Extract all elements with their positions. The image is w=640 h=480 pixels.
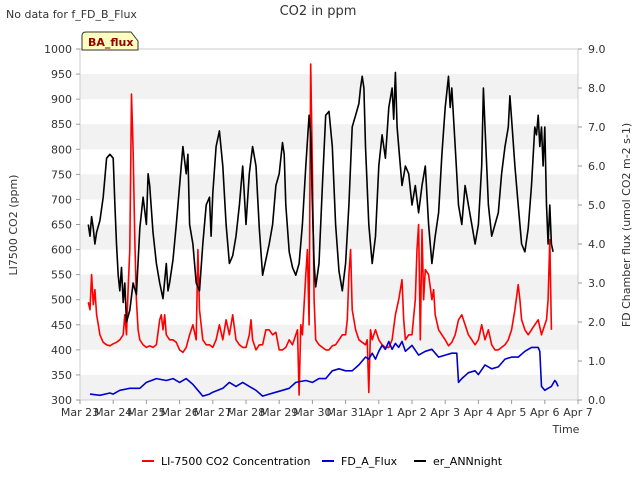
legend-label: er_ANNnight xyxy=(433,455,503,468)
y-right-tick-label: 2.0 xyxy=(588,316,606,329)
x-tick-label: Mar 23 xyxy=(61,406,99,419)
y-left-tick-label: 850 xyxy=(51,118,72,131)
y-right-tick-label: 3.0 xyxy=(588,277,606,290)
legend-label: LI-7500 CO2 Concentration xyxy=(161,455,311,468)
y-left-tick-label: 350 xyxy=(51,369,72,382)
x-tick-label: Mar 25 xyxy=(127,406,165,419)
y-right-tick-label: 0.0 xyxy=(588,394,606,407)
x-tick-label: Apr 3 xyxy=(430,406,460,419)
y-left-tick-label: 1000 xyxy=(44,43,72,56)
series-layer xyxy=(87,63,559,397)
y-axis-right-label: FD Chamber flux (umol CO2 m-2 s-1) xyxy=(620,123,633,327)
badge-shape xyxy=(81,31,139,51)
x-tick-label: Mar 31 xyxy=(326,406,364,419)
grid-band xyxy=(80,124,578,150)
y-left-tick-label: 750 xyxy=(51,168,72,181)
series-line-er-annnight xyxy=(87,71,554,323)
x-tick-label: Apr 6 xyxy=(530,406,560,419)
grid-band xyxy=(80,224,578,250)
y-left-tick-label: 450 xyxy=(51,319,72,332)
x-tick-label: Mar 30 xyxy=(293,406,331,419)
x-tick-label: Mar 26 xyxy=(160,406,198,419)
y-left-tick-label: 650 xyxy=(51,219,72,232)
y-left-tick-label: 550 xyxy=(51,269,72,282)
y-left-tick-label: 900 xyxy=(51,93,72,106)
left-axis: 300 350 400 450 500 550 600 650 700 750 800 850 900 9… xyxy=(44,43,80,407)
series-line-fd-a-flux xyxy=(89,340,559,397)
y-left-tick-label: 600 xyxy=(51,244,72,257)
y-right-tick-label: 4.0 xyxy=(588,238,606,251)
x-tick-label: Apr 2 xyxy=(397,406,427,419)
y-axis-left-label: LI7500 CO2 (ppm) xyxy=(7,175,20,276)
x-tick-label: Apr 4 xyxy=(464,406,494,419)
y-right-tick-label: 7.0 xyxy=(588,121,606,134)
x-tick-label: Mar 24 xyxy=(94,406,132,419)
x-tick-label: Apr 7 xyxy=(563,406,593,419)
y-left-tick-label: 300 xyxy=(51,394,72,407)
y-right-tick-label: 1.0 xyxy=(588,355,606,368)
badge-label: BA_flux xyxy=(88,36,133,49)
y-left-tick-label: 700 xyxy=(51,193,72,206)
legend: LI-7500 CO2 Concentration FD_A_Flux er_ANN… xyxy=(142,455,503,468)
y-right-tick-label: 6.0 xyxy=(588,160,606,173)
legend-label: FD_A_Flux xyxy=(341,455,398,468)
x-tick-label: Apr 5 xyxy=(497,406,527,419)
grid-band xyxy=(80,174,578,200)
grid-band xyxy=(80,74,578,100)
chart-title: CO2 in ppm xyxy=(280,4,357,19)
y-left-tick-label: 400 xyxy=(51,344,72,357)
x-tick-label: Mar 27 xyxy=(194,406,232,419)
x-tick-label: Apr 1 xyxy=(364,406,394,419)
badge: BA_flux xyxy=(81,31,139,51)
y-left-tick-label: 950 xyxy=(51,68,72,81)
no-data-note: No data for f_FD_B_Flux xyxy=(6,8,137,21)
grid-bands xyxy=(80,74,578,400)
x-tick-label: Mar 28 xyxy=(227,406,265,419)
y-left-tick-label: 800 xyxy=(51,143,72,156)
y-right-tick-label: 9.0 xyxy=(588,43,606,56)
y-right-tick-label: 5.0 xyxy=(588,199,606,212)
y-right-tick-label: 8.0 xyxy=(588,82,606,95)
right-axis: 0.0 1.0 2.0 3.0 4.0 5.0 6.0 7.0 8.0 9.0 xyxy=(578,43,606,407)
y-left-tick-label: 500 xyxy=(51,294,72,307)
grid-band xyxy=(80,274,578,300)
x-tick-label: Mar 29 xyxy=(260,406,298,419)
x-axis-label: Time xyxy=(552,423,580,436)
